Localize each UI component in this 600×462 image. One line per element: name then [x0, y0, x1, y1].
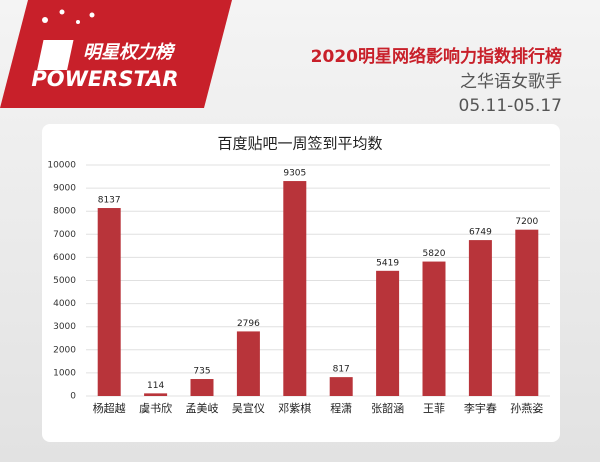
value-label: 817 [333, 365, 350, 375]
bar [144, 393, 168, 396]
value-label: 2796 [237, 319, 260, 329]
bar [283, 181, 307, 396]
x-tick-label: 孙燕姿 [510, 402, 543, 415]
x-tick-label: 虞书欣 [139, 401, 172, 415]
date: 05.11-05.17 [459, 96, 562, 116]
bar [190, 379, 214, 396]
y-tick-label: 9000 [53, 184, 76, 194]
plot: 0 1000 2000 3000 4000 5000 6000 7000 8000 9000 100… [47, 161, 550, 415]
x-tick-label: 孟美岐 [186, 402, 219, 415]
logo-en: POWERSTAR [31, 67, 178, 91]
bar [468, 240, 492, 396]
x-tick-label: 张韶涵 [371, 401, 404, 415]
chart-title: 百度贴吧一周签到平均数 [217, 135, 382, 153]
y-tick-label: 1000 [53, 368, 76, 378]
value-label: 6749 [469, 228, 492, 238]
stars [42, 9, 95, 24]
value-label: 114 [147, 381, 164, 391]
logo-cn: 明星权力榜 [83, 42, 176, 63]
x-tick-label: 吴宣仪 [232, 401, 265, 415]
bar [422, 261, 446, 396]
y-tick-label: 6000 [53, 253, 76, 263]
x-tick-label: 王菲 [423, 402, 445, 415]
value-label: 735 [193, 367, 210, 377]
y-tick-label: 10000 [47, 161, 76, 171]
subtitle: 之华语女歌手 [460, 72, 562, 92]
bar [376, 270, 400, 396]
banner [0, 0, 232, 108]
logo-icon [37, 40, 74, 70]
x-tick-label: 杨超越 [93, 401, 126, 415]
y-tick-label: 4000 [53, 299, 76, 309]
bar [515, 229, 539, 396]
y-tick-label: 3000 [53, 322, 76, 332]
y-tick-label: 8000 [53, 207, 76, 217]
x-tick-label: 邓紫棋 [278, 401, 311, 415]
bar [329, 377, 353, 396]
y-tick-label: 0 [70, 392, 76, 402]
value-label: 5419 [376, 258, 399, 268]
x-tick-label: 李宇春 [464, 401, 497, 415]
bar [97, 208, 121, 396]
y-tick-label: 2000 [53, 345, 76, 355]
value-label: 5820 [423, 249, 446, 259]
value-label: 7200 [515, 217, 538, 227]
y-tick-label: 7000 [53, 230, 76, 240]
x-tick-label: 程潇 [330, 402, 352, 415]
y-tick-label: 5000 [53, 276, 76, 286]
main-title: 2020明星网络影响力指数排行榜 [311, 46, 562, 67]
bar [236, 331, 260, 396]
value-label: 9305 [283, 169, 306, 179]
value-label: 8137 [98, 196, 121, 206]
